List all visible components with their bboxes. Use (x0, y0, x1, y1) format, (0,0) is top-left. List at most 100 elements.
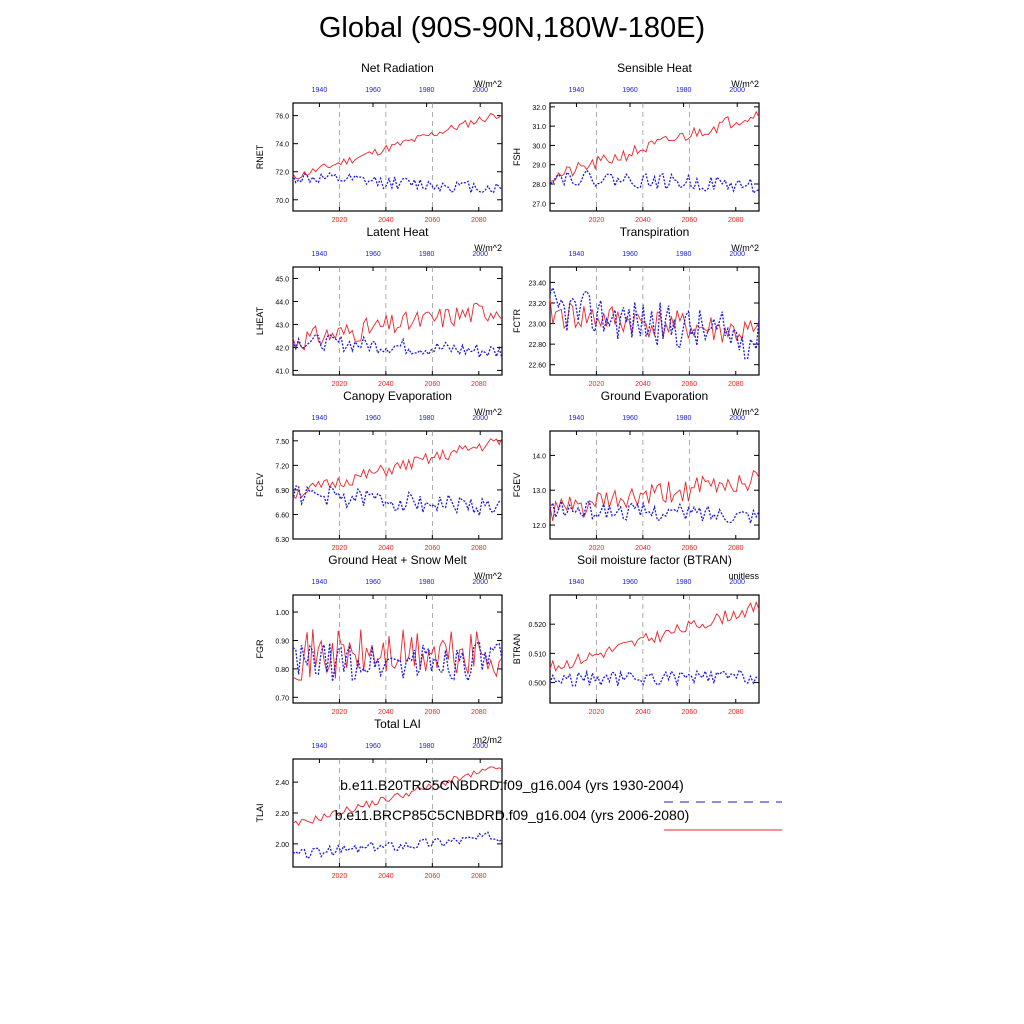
xtick-label-bottom-tlai: 2020 (332, 873, 348, 880)
xtick-label-top-btran: 2000 (729, 579, 745, 586)
panel-title-lheat: Latent Heat (366, 225, 429, 239)
xtick-label-top-lheat: 2000 (472, 251, 488, 258)
xtick-label-top-tlai: 1940 (312, 743, 328, 750)
series-rcp-btran (549, 600, 760, 672)
ytick-label-fcev: 7.20 (275, 463, 289, 470)
xtick-label-top-fsh: 1960 (622, 87, 638, 94)
ytick-label-btran: 0.520 (528, 622, 546, 629)
ytick-label-fsh: 28.0 (532, 182, 546, 189)
ytick-label-fsh: 27.0 (532, 201, 546, 208)
panel-ylabel-tlai: TLAI (255, 803, 265, 822)
xtick-label-top-fgr: 1960 (365, 579, 381, 586)
series-rcp-tlai (292, 766, 503, 827)
ytick-label-fgr: 0.70 (275, 695, 289, 702)
panel-title-rnet: Net Radiation (361, 61, 434, 75)
xtick-label-bottom-fgev: 2060 (682, 545, 698, 552)
xtick-label-top-tlai: 1960 (365, 743, 381, 750)
xtick-label-top-tlai: 2000 (472, 743, 488, 750)
series-hist-fctr (549, 286, 760, 360)
series-hist-rnet (292, 171, 503, 196)
xtick-label-top-fcev: 1980 (419, 415, 435, 422)
xtick-label-top-fcev: 1940 (312, 415, 328, 422)
xtick-label-top-fcev: 2000 (472, 415, 488, 422)
ytick-label-fgr: 0.80 (275, 667, 289, 674)
ytick-label-fctr: 22.80 (528, 342, 546, 349)
series-rcp-fsh (549, 110, 760, 182)
xtick-label-top-lheat: 1960 (365, 251, 381, 258)
panel-frame-lheat (292, 266, 503, 376)
panel-ylabel-fctr: FCTR (512, 309, 522, 333)
xtick-label-bottom-btran: 2060 (682, 709, 698, 716)
panel-frame-btran (549, 594, 760, 704)
xtick-label-top-btran: 1980 (676, 579, 692, 586)
xtick-label-top-fsh: 1940 (569, 87, 585, 94)
xtick-label-bottom-fcev: 2060 (425, 545, 441, 552)
xtick-label-bottom-rnet: 2060 (425, 217, 441, 224)
legend-hist-label: b.e11.B20TRC5CNBDRD.f09_g16.004 (yrs 193… (340, 777, 684, 793)
panel-frame-fsh (549, 102, 760, 212)
xtick-label-top-lheat: 1940 (312, 251, 328, 258)
xtick-label-top-tlai: 1980 (419, 743, 435, 750)
xtick-label-bottom-fctr: 2040 (635, 381, 651, 388)
ytick-label-rnet: 76.0 (275, 114, 289, 121)
xtick-label-top-fcev: 1960 (365, 415, 381, 422)
panel-units-rnet: W/m^2 (474, 79, 502, 89)
panel-title-fsh: Sensible Heat (617, 61, 692, 75)
xtick-label-top-fctr: 1960 (622, 251, 638, 258)
xtick-label-top-rnet: 1960 (365, 87, 381, 94)
series-rcp-fgr (292, 629, 503, 681)
xtick-label-bottom-btran: 2020 (589, 709, 605, 716)
xtick-label-bottom-fcev: 2080 (471, 545, 487, 552)
panel-title-fgev: Ground Evaporation (601, 389, 708, 403)
ytick-label-tlai: 2.20 (275, 811, 289, 818)
panel-frame-rnet (292, 102, 503, 212)
series-hist-tlai (292, 831, 503, 860)
panel-title-tlai: Total LAI (374, 717, 421, 731)
legend-rcp-label: b.e11.BRCP85C5CNBDRD.f09_g16.004 (yrs 20… (334, 807, 690, 823)
xtick-label-top-lheat: 1980 (419, 251, 435, 258)
xtick-label-top-fgr: 1980 (419, 579, 435, 586)
series-rcp-fgev (549, 469, 760, 522)
xtick-label-bottom-btran: 2080 (728, 709, 744, 716)
series-hist-fsh (549, 169, 760, 195)
xtick-label-bottom-fsh: 2040 (635, 217, 651, 224)
series-rcp-rnet (292, 112, 503, 180)
xtick-label-bottom-lheat: 2080 (471, 381, 487, 388)
ytick-label-fctr: 23.40 (528, 280, 546, 287)
xtick-label-bottom-fgr: 2040 (378, 709, 394, 716)
panel-ylabel-fgr: FGR (255, 639, 265, 658)
ytick-label-fsh: 29.0 (532, 163, 546, 170)
xtick-label-bottom-tlai: 2060 (425, 873, 441, 880)
panel-ylabel-btran: BTRAN (512, 634, 522, 665)
figure-title: Global (90S-90N,180W-180E) (318, 12, 706, 44)
xtick-label-top-fctr: 1940 (569, 251, 585, 258)
series-hist-btran (549, 669, 760, 687)
xtick-label-bottom-btran: 2040 (635, 709, 651, 716)
panel-units-fsh: W/m^2 (731, 79, 759, 89)
panel-ylabel-fcev: FCEV (255, 473, 265, 497)
xtick-label-bottom-lheat: 2020 (332, 381, 348, 388)
panel-frame-fctr (549, 266, 760, 376)
xtick-label-bottom-fctr: 2060 (682, 381, 698, 388)
ytick-label-fcev: 6.30 (275, 537, 289, 544)
panel-units-fgev: W/m^2 (731, 407, 759, 417)
ytick-label-lheat: 42.0 (275, 345, 289, 352)
panel-title-fctr: Transpiration (620, 225, 690, 239)
xtick-label-bottom-fgev: 2080 (728, 545, 744, 552)
ytick-label-fcev: 7.50 (275, 439, 289, 446)
panel-frame-fgev (549, 430, 760, 540)
ytick-label-fgev: 12.0 (532, 523, 546, 530)
panel-title-fcev: Canopy Evaporation (343, 389, 452, 403)
xtick-label-bottom-fgev: 2020 (589, 545, 605, 552)
xtick-label-bottom-tlai: 2040 (378, 873, 394, 880)
xtick-label-top-btran: 1940 (569, 579, 585, 586)
xtick-label-bottom-fsh: 2060 (682, 217, 698, 224)
ytick-label-fgr: 0.90 (275, 638, 289, 645)
panel-units-tlai: m2/m2 (474, 735, 502, 745)
ytick-label-fsh: 32.0 (532, 105, 546, 112)
xtick-label-bottom-lheat: 2040 (378, 381, 394, 388)
series-hist-fcev (292, 485, 503, 518)
ytick-label-btran: 0.500 (528, 681, 546, 688)
ytick-label-rnet: 72.0 (275, 170, 289, 177)
